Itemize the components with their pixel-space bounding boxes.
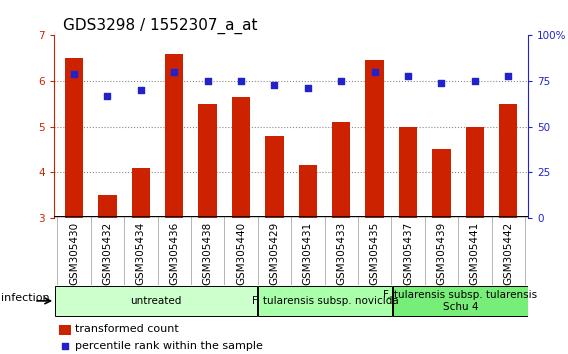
Bar [198,104,217,218]
Text: GSM305430: GSM305430 [69,222,79,285]
Text: GSM305439: GSM305439 [436,222,446,285]
Text: GSM305434: GSM305434 [136,222,146,285]
Point [470,78,479,84]
Bar [265,136,283,218]
Point [236,78,245,84]
Text: F. tularensis subsp. novicida: F. tularensis subsp. novicida [252,296,398,306]
Bar [499,104,517,218]
Point [60,343,69,349]
Text: GDS3298 / 1552307_a_at: GDS3298 / 1552307_a_at [64,18,258,34]
Text: GSM305429: GSM305429 [269,222,279,285]
Text: GSM305431: GSM305431 [303,222,313,285]
Point [270,82,279,87]
Bar [258,286,392,315]
Bar [299,165,317,218]
Point [136,87,145,93]
Bar [399,127,417,218]
Point [504,73,513,78]
Text: transformed count: transformed count [76,324,179,334]
Text: F. tularensis subsp. tularensis
Schu 4: F. tularensis subsp. tularensis Schu 4 [383,290,537,312]
Text: GSM305438: GSM305438 [203,222,212,285]
Bar [332,122,350,218]
Text: GSM305437: GSM305437 [403,222,413,285]
Point [370,69,379,75]
Bar [432,149,450,218]
Text: GSM305435: GSM305435 [370,222,379,285]
Text: percentile rank within the sample: percentile rank within the sample [76,341,263,351]
Bar [165,53,183,218]
Bar [365,61,384,218]
Text: GSM305433: GSM305433 [336,222,346,285]
Bar [132,167,150,218]
Text: infection: infection [1,293,50,303]
Point [437,80,446,86]
Bar [65,58,83,218]
Point [103,93,112,98]
Point [203,78,212,84]
Bar [55,286,257,315]
Bar [59,325,70,335]
Bar [394,286,528,315]
Text: untreated: untreated [130,296,181,306]
Bar [232,97,250,218]
Point [337,78,346,84]
Point [170,69,179,75]
Text: GSM305432: GSM305432 [102,222,112,285]
Text: GSM305441: GSM305441 [470,222,480,285]
Bar [98,195,116,218]
Text: GSM305440: GSM305440 [236,222,246,285]
Text: GSM305436: GSM305436 [169,222,179,285]
Text: GSM305442: GSM305442 [503,222,513,285]
Point [69,71,78,76]
Bar [466,127,484,218]
Point [303,85,312,91]
Point [403,73,412,78]
